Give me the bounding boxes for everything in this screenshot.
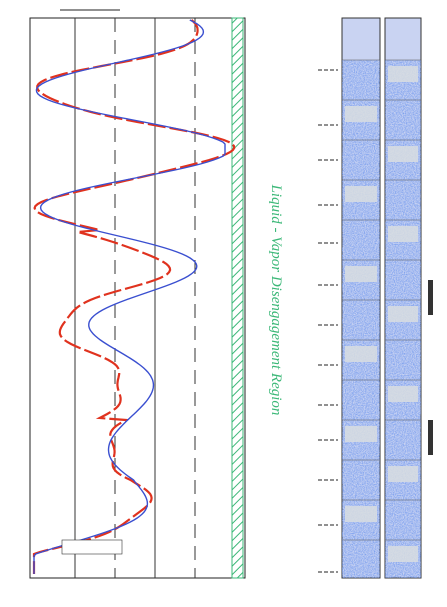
image-gap xyxy=(388,466,418,482)
image-gap xyxy=(345,106,377,122)
level-markers xyxy=(318,69,338,573)
side-bar xyxy=(428,420,433,455)
image-gap xyxy=(345,346,377,362)
image-gap xyxy=(345,426,377,442)
image-gap xyxy=(388,226,418,242)
image-gap xyxy=(388,66,418,82)
disengagement-band xyxy=(231,17,244,579)
image-noise xyxy=(342,60,380,578)
image-gap xyxy=(388,386,418,402)
image-gap xyxy=(345,186,377,202)
image-gap xyxy=(345,506,377,522)
image-columns xyxy=(341,17,433,579)
side-bar xyxy=(428,280,433,315)
plot-frame xyxy=(29,17,246,579)
image-gap xyxy=(388,146,418,162)
image-gap xyxy=(388,306,418,322)
image-gap xyxy=(345,266,377,282)
legend-box xyxy=(61,539,123,555)
region-label: Liquid - Vapor Disengagement Region xyxy=(268,184,284,416)
image-gap xyxy=(388,546,418,562)
blue-trace xyxy=(33,19,226,574)
